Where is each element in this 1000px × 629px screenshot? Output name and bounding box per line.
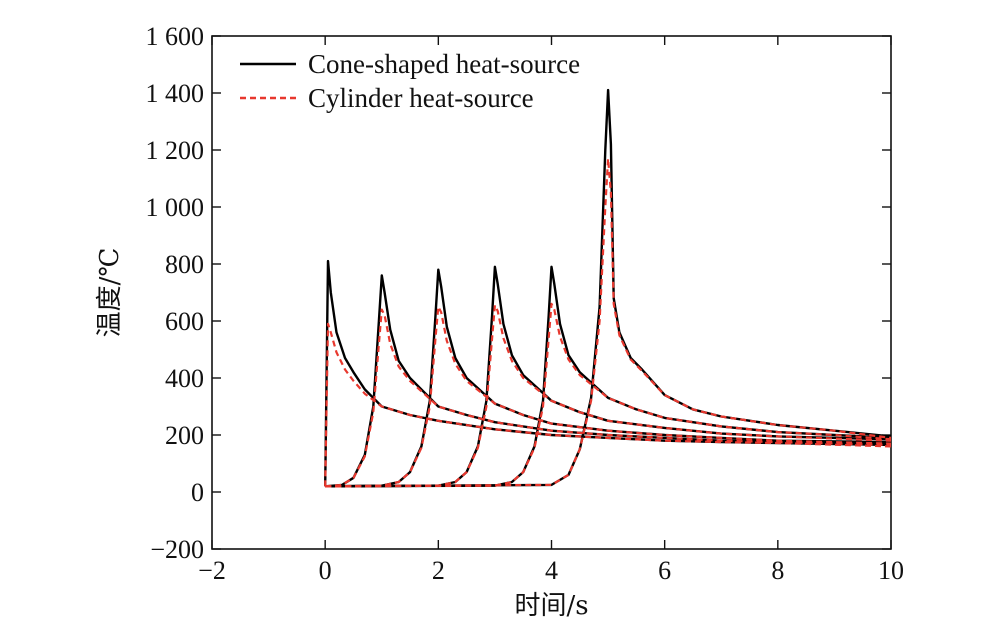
legend: Cone-shaped heat-source Cylinder heat-so… (240, 49, 580, 113)
x-tick-label: 8 (771, 556, 784, 585)
cylinder-curve-4 (325, 304, 892, 488)
cylinder-curve-3 (325, 305, 892, 488)
y-tick-label: 1 400 (146, 79, 205, 108)
y-tick-label: 200 (165, 421, 204, 450)
x-tick-label: 2 (432, 556, 445, 585)
series-curves (324, 88, 892, 488)
x-tick-label: 10 (878, 556, 904, 585)
legend-label-cone: Cone-shaped heat-source (308, 49, 580, 79)
cone-curve-1 (324, 259, 892, 487)
cone-curve-6 (325, 88, 892, 488)
cylinder-curve-5 (325, 302, 892, 488)
y-tick-label: 1 000 (146, 193, 205, 222)
x-tick-label: 0 (319, 556, 332, 585)
y-tick-label: −200 (150, 535, 204, 564)
y-tick-label: 0 (191, 478, 204, 507)
y-axis-title: 温度/℃ (95, 248, 125, 338)
cylinder-curve-2 (325, 308, 892, 488)
y-tick-label: 400 (165, 364, 204, 393)
y-tick-label: 600 (165, 307, 204, 336)
x-axis-title: 时间/s (514, 591, 588, 621)
x-tick-label: −2 (198, 556, 226, 585)
cylinder-curve-1 (324, 322, 892, 487)
x-tick-label: 6 (658, 556, 671, 585)
x-tick-label: 4 (545, 556, 558, 585)
y-tick-label: 1 200 (146, 136, 205, 165)
axis-ticks: −2 0 2 4 6 8 10 −200 0 200 400 600 800 1 000 1 200 1 40… (146, 22, 905, 585)
cylinder-curve-6 (325, 157, 892, 488)
legend-label-cylinder: Cylinder heat-source (308, 83, 534, 113)
y-tick-label: 800 (165, 250, 204, 279)
y-tick-label: 1 600 (146, 22, 205, 51)
